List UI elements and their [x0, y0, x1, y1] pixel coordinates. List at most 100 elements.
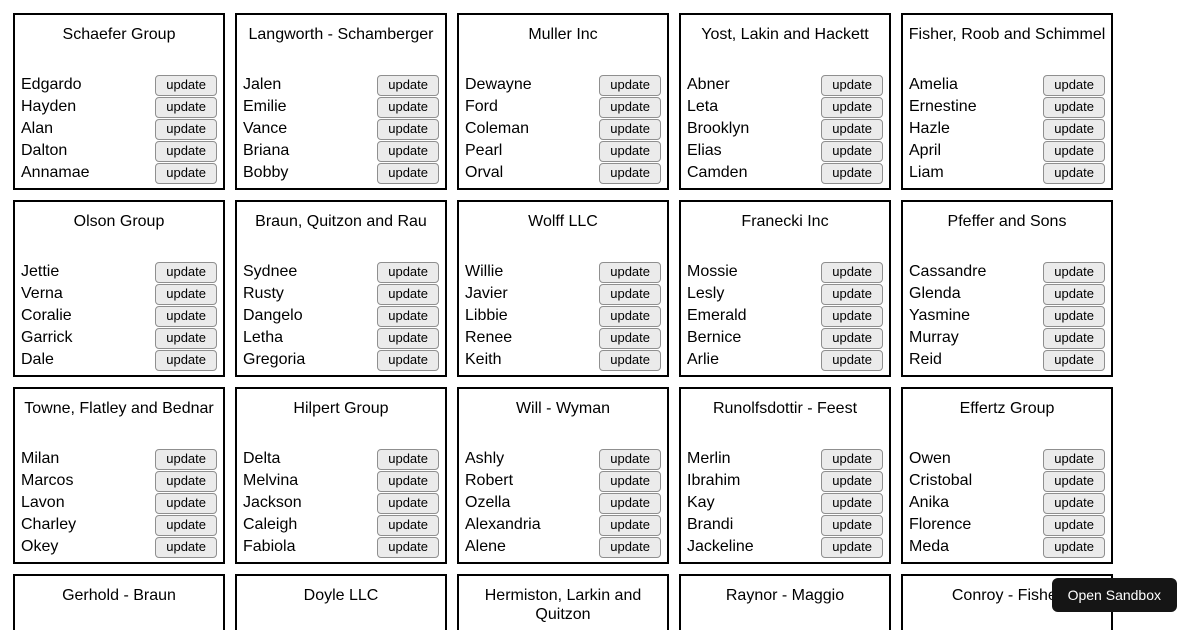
update-button[interactable]: update: [155, 305, 217, 327]
person-name: Ford: [465, 98, 498, 115]
update-button[interactable]: update: [821, 327, 883, 349]
update-button[interactable]: update: [599, 261, 661, 283]
update-button[interactable]: update: [377, 283, 439, 305]
update-button[interactable]: update: [155, 448, 217, 470]
update-button[interactable]: update: [1043, 327, 1105, 349]
update-button[interactable]: update: [599, 118, 661, 140]
update-button[interactable]: update: [821, 305, 883, 327]
company-card: Towne, Flatley and Bednar Milan update M…: [13, 387, 225, 564]
update-button[interactable]: update: [155, 514, 217, 536]
update-button[interactable]: update: [599, 305, 661, 327]
update-button[interactable]: update: [821, 492, 883, 514]
person-row: Libbie update: [464, 305, 662, 327]
update-button[interactable]: update: [599, 514, 661, 536]
people-list: Merlin update Ibrahim update Kay update …: [686, 448, 884, 558]
person-name: Kay: [687, 494, 715, 511]
update-button[interactable]: update: [821, 470, 883, 492]
person-name: Verna: [21, 285, 63, 302]
update-button[interactable]: update: [821, 448, 883, 470]
person-name: Libbie: [465, 307, 508, 324]
update-button[interactable]: update: [377, 261, 439, 283]
person-name: Camden: [687, 164, 748, 181]
update-button[interactable]: update: [377, 514, 439, 536]
update-button[interactable]: update: [155, 492, 217, 514]
update-button[interactable]: update: [821, 162, 883, 184]
update-button[interactable]: update: [377, 162, 439, 184]
update-button[interactable]: update: [155, 536, 217, 558]
update-button[interactable]: update: [155, 327, 217, 349]
company-name: Effertz Group: [959, 400, 1055, 417]
update-button[interactable]: update: [599, 96, 661, 118]
update-button[interactable]: update: [155, 470, 217, 492]
update-button[interactable]: update: [821, 96, 883, 118]
update-button[interactable]: update: [1043, 305, 1105, 327]
update-button[interactable]: update: [377, 327, 439, 349]
update-button[interactable]: update: [155, 349, 217, 371]
person-row: Leta update: [686, 96, 884, 118]
person-row: Marcos update: [20, 470, 218, 492]
update-button[interactable]: update: [599, 74, 661, 96]
person-name: Garrick: [21, 329, 73, 346]
update-button[interactable]: update: [155, 96, 217, 118]
update-button[interactable]: update: [1043, 96, 1105, 118]
update-button[interactable]: update: [599, 162, 661, 184]
update-button[interactable]: update: [155, 261, 217, 283]
update-button[interactable]: update: [599, 536, 661, 558]
update-button[interactable]: update: [599, 470, 661, 492]
person-name: Sydnee: [243, 263, 298, 280]
update-button[interactable]: update: [1043, 470, 1105, 492]
update-button[interactable]: update: [821, 118, 883, 140]
update-button[interactable]: update: [377, 492, 439, 514]
update-button[interactable]: update: [1043, 162, 1105, 184]
update-button[interactable]: update: [821, 514, 883, 536]
open-sandbox-button[interactable]: Open Sandbox: [1051, 578, 1177, 612]
people-list: Willie update Javier update Libbie updat…: [464, 261, 662, 371]
update-button[interactable]: update: [1043, 349, 1105, 371]
update-button[interactable]: update: [377, 140, 439, 162]
company-name: Conroy - Fisher: [951, 587, 1063, 604]
update-button[interactable]: update: [155, 140, 217, 162]
update-button[interactable]: update: [377, 74, 439, 96]
update-button[interactable]: update: [821, 140, 883, 162]
company-card: Will - Wyman Ashly update Robert update …: [457, 387, 669, 564]
update-button[interactable]: update: [599, 492, 661, 514]
update-button[interactable]: update: [821, 74, 883, 96]
update-button[interactable]: update: [155, 118, 217, 140]
update-button[interactable]: update: [155, 74, 217, 96]
update-button[interactable]: update: [377, 536, 439, 558]
person-name: Alan: [21, 120, 54, 137]
update-button[interactable]: update: [599, 448, 661, 470]
update-button[interactable]: update: [821, 349, 883, 371]
update-button[interactable]: update: [821, 283, 883, 305]
update-button[interactable]: update: [599, 349, 661, 371]
update-button[interactable]: update: [1043, 492, 1105, 514]
update-button[interactable]: update: [821, 536, 883, 558]
update-button[interactable]: update: [1043, 118, 1105, 140]
update-button[interactable]: update: [821, 261, 883, 283]
update-button[interactable]: update: [1043, 536, 1105, 558]
person-name: Hazle: [909, 120, 950, 137]
update-button[interactable]: update: [1043, 74, 1105, 96]
update-button[interactable]: update: [377, 470, 439, 492]
person-name: Alene: [465, 538, 506, 555]
person-name: Cristobal: [909, 472, 973, 489]
update-button[interactable]: update: [377, 349, 439, 371]
update-button[interactable]: update: [377, 118, 439, 140]
update-button[interactable]: update: [599, 140, 661, 162]
update-button[interactable]: update: [599, 327, 661, 349]
update-button[interactable]: update: [377, 96, 439, 118]
update-button[interactable]: update: [1043, 261, 1105, 283]
update-button[interactable]: update: [1043, 140, 1105, 162]
people-list: Amelia update Ernestine update Hazle upd…: [908, 74, 1106, 184]
update-button[interactable]: update: [599, 283, 661, 305]
person-name: Merlin: [687, 450, 731, 467]
person-row: Jalen update: [242, 74, 440, 96]
update-button[interactable]: update: [1043, 514, 1105, 536]
update-button[interactable]: update: [377, 305, 439, 327]
update-button[interactable]: update: [377, 448, 439, 470]
update-button[interactable]: update: [155, 162, 217, 184]
update-button[interactable]: update: [1043, 448, 1105, 470]
update-button[interactable]: update: [1043, 283, 1105, 305]
update-button[interactable]: update: [155, 283, 217, 305]
person-name: Dewayne: [465, 76, 532, 93]
